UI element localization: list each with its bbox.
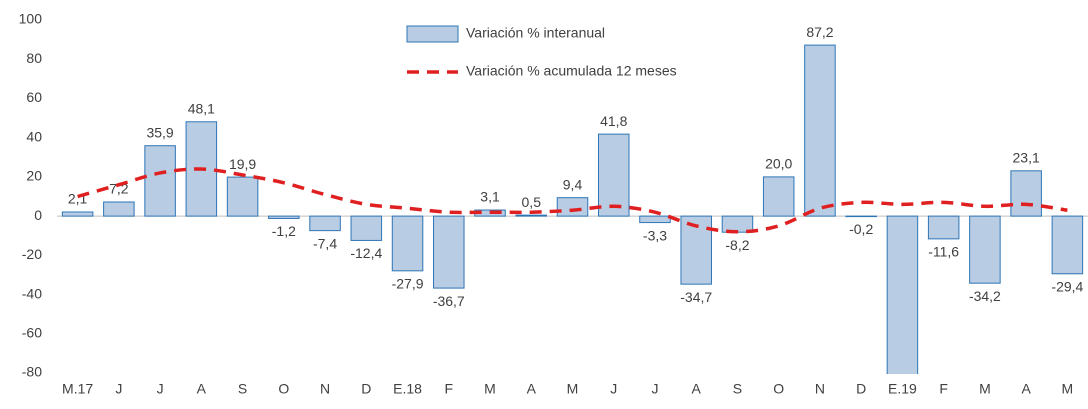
- bar: [804, 44, 836, 217]
- x-tick-label: J: [651, 381, 658, 397]
- y-tick-label: 80: [26, 50, 42, 66]
- x-tick-label: A: [1021, 381, 1031, 397]
- bar: [61, 211, 94, 217]
- y-tick-label: -80: [22, 364, 42, 380]
- data-label: -34,7: [680, 289, 712, 305]
- y-tick-label: 100: [19, 11, 43, 27]
- y-tick-label: -60: [22, 324, 42, 340]
- bar: [1051, 215, 1084, 275]
- x-tick-label: A: [197, 381, 207, 397]
- data-label: 87,2: [806, 24, 833, 40]
- legend-label: Variación % acumulada 12 meses: [466, 63, 677, 79]
- x-tick-label: J: [157, 381, 164, 397]
- y-tick-label: 40: [26, 128, 42, 144]
- x-tick-label: A: [527, 381, 537, 397]
- x-tick-label: M: [979, 381, 991, 397]
- y-tick-label: -40: [22, 285, 42, 301]
- bar: [927, 215, 960, 240]
- data-label: -34,2: [969, 288, 1001, 304]
- data-label: -12,4: [350, 245, 382, 261]
- x-tick-label: E.18: [393, 381, 422, 397]
- x-tick-label: N: [815, 381, 825, 397]
- x-tick-label: F: [444, 381, 453, 397]
- x-tick-label: N: [320, 381, 330, 397]
- data-label: -11,6: [928, 244, 959, 260]
- x-tick-label: M: [567, 381, 579, 397]
- x-tick-label: M.17: [62, 381, 93, 397]
- bar: [144, 145, 176, 217]
- y-tick-label: 0: [34, 207, 42, 223]
- bar: [226, 176, 259, 217]
- data-label: -3,3: [643, 227, 667, 243]
- bar: [433, 215, 465, 289]
- bar: [515, 214, 548, 217]
- data-label: 35,9: [146, 124, 173, 140]
- x-tick-label: O: [773, 381, 784, 397]
- x-tick-label: M: [1062, 381, 1074, 397]
- bar: [556, 197, 589, 217]
- data-label: 48,1: [188, 100, 215, 116]
- bar: [639, 215, 671, 224]
- x-tick-label: M: [484, 381, 496, 397]
- x-tick-label: J: [610, 381, 617, 397]
- y-tick-label: 60: [26, 89, 42, 105]
- bar: [845, 215, 877, 218]
- bar: [969, 215, 1001, 284]
- x-tick-label: O: [278, 381, 289, 397]
- data-label: -27,9: [392, 276, 424, 292]
- bar: [391, 215, 424, 272]
- data-label: -29,4: [1051, 278, 1083, 294]
- plot-area: [61, 44, 1084, 374]
- x-tick-label: D: [856, 381, 866, 397]
- bar: [103, 201, 135, 217]
- bar: [886, 215, 919, 374]
- bar: [1010, 170, 1042, 217]
- data-label: 41,8: [600, 113, 627, 129]
- data-label: 9,4: [563, 176, 583, 192]
- legend-swatch: [406, 25, 459, 43]
- bar: [350, 215, 383, 241]
- bar: [762, 176, 795, 217]
- x-tick-label: F: [939, 381, 948, 397]
- data-label: -0,2: [849, 221, 873, 237]
- legend-label: Variación % interanual: [466, 25, 605, 41]
- data-label: -8,2: [725, 237, 749, 253]
- data-label: 3,1: [480, 189, 500, 205]
- bar: [597, 133, 630, 217]
- x-tick-label: S: [733, 381, 742, 397]
- x-tick-label: S: [238, 381, 247, 397]
- data-label: -1,2: [272, 223, 296, 239]
- data-label: -36,7: [433, 293, 465, 309]
- data-label: -7,4: [313, 235, 337, 251]
- line: [77, 167, 1068, 234]
- x-tick-label: E.19: [888, 381, 917, 397]
- data-label: 23,1: [1013, 150, 1040, 166]
- bar: [268, 215, 300, 219]
- y-tick-label: -20: [22, 246, 42, 262]
- bar: [309, 215, 341, 232]
- data-label: 20,0: [765, 156, 792, 172]
- data-label: 19,9: [229, 156, 256, 172]
- x-tick-label: D: [361, 381, 371, 397]
- data-label: 0,5: [522, 194, 542, 210]
- x-tick-label: A: [692, 381, 702, 397]
- y-tick-label: 20: [26, 168, 42, 184]
- x-tick-label: J: [115, 381, 122, 397]
